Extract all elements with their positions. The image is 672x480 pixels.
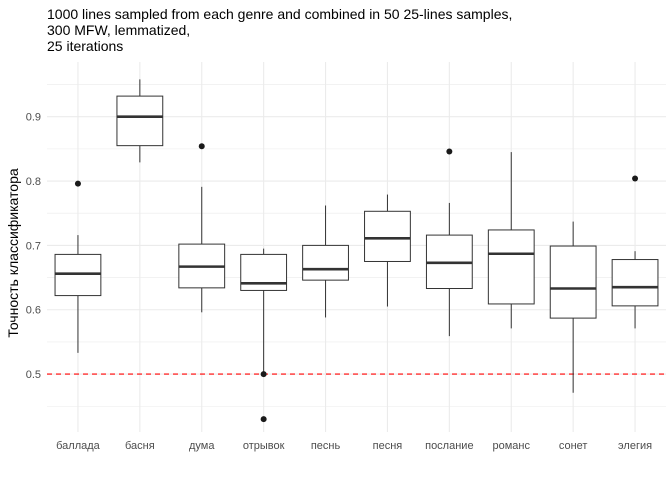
- x-tick-label: романс: [493, 440, 531, 452]
- y-axis-title: Точность классификатора: [5, 168, 21, 337]
- x-tick-label: элегия: [618, 440, 652, 452]
- x-tick-label: песнь: [311, 440, 341, 452]
- box-послание: [425, 148, 473, 337]
- y-tick-label: 0.5: [26, 369, 41, 381]
- x-tick-label: отрывок: [243, 440, 285, 452]
- chart-title-line-1: 1000 lines sampled from each genre and c…: [47, 6, 513, 22]
- box-iqr: [487, 229, 535, 305]
- chart-title-line-2: 300 MFW, lemmatized,: [47, 22, 191, 38]
- outlier-point: [260, 416, 267, 423]
- x-tick-label: басня: [125, 440, 155, 452]
- y-tick-label: 0.9: [26, 112, 41, 124]
- x-axis-ticks: баллада басня дума отрывок песнь песня послани…: [56, 440, 652, 452]
- box-романс: [487, 152, 535, 329]
- boxes-layer: [54, 79, 659, 423]
- outlier-point: [632, 175, 639, 182]
- chart-title: 1000 lines sampled from each genre and c…: [47, 6, 512, 54]
- y-axis-ticks: 0.5 0.6 0.7 0.8 0.9: [26, 112, 41, 381]
- outlier-point: [446, 148, 453, 155]
- x-tick-label: сонет: [559, 440, 588, 452]
- box-iqr: [364, 210, 411, 262]
- x-tick-label: песня: [373, 440, 403, 452]
- outlier-point: [260, 371, 267, 378]
- box-iqr: [549, 245, 597, 319]
- y-tick-label: 0.7: [26, 240, 41, 252]
- x-tick-label: послание: [425, 440, 473, 452]
- x-tick-label: баллада: [56, 440, 101, 452]
- box-сонет: [549, 221, 597, 393]
- chart-title-line-3: 25 iterations: [47, 38, 124, 54]
- box-дума: [178, 143, 226, 313]
- box-iqr: [240, 253, 288, 291]
- y-tick-label: 0.8: [26, 176, 41, 188]
- box-iqr: [611, 259, 659, 307]
- box-песня: [364, 194, 411, 307]
- y-tick-label: 0.6: [26, 305, 41, 317]
- box-элегия: [611, 175, 659, 329]
- box-iqr: [302, 244, 349, 281]
- box-iqr: [116, 95, 164, 147]
- box-отрывок: [240, 248, 288, 423]
- outlier-point: [74, 180, 81, 187]
- box-песнь: [302, 205, 349, 318]
- x-tick-label: дума: [189, 440, 215, 452]
- box-баллада: [54, 180, 102, 353]
- box-басня: [116, 79, 164, 163]
- outlier-point: [198, 143, 205, 150]
